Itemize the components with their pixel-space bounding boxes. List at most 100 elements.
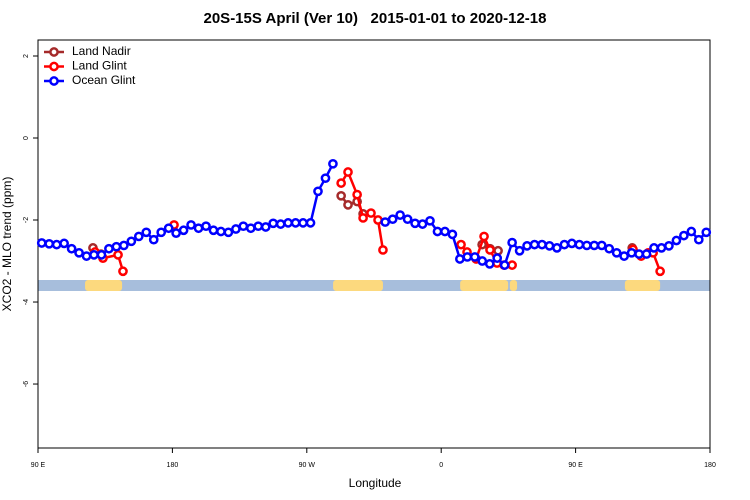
data-point	[456, 239, 466, 250]
data-point	[118, 266, 128, 277]
data-point	[260, 222, 271, 232]
x-axis-label: Longitude	[349, 476, 402, 490]
data-point	[238, 221, 249, 232]
x-tick-label: 180	[704, 462, 716, 469]
data-point	[425, 215, 435, 226]
data-point	[336, 190, 346, 201]
data-point	[567, 238, 577, 249]
data-point	[522, 240, 532, 251]
data-point	[126, 236, 137, 247]
x-tick-label: 180	[167, 462, 179, 469]
data-point	[74, 247, 84, 258]
data-point	[469, 252, 480, 262]
data-point	[245, 223, 256, 234]
data-point	[641, 249, 652, 259]
data-point	[59, 238, 69, 249]
legend-marker	[49, 76, 59, 86]
data-point	[44, 238, 55, 249]
data-point	[320, 173, 331, 184]
data-point	[447, 229, 458, 240]
data-point	[387, 214, 398, 225]
data-point	[343, 167, 353, 177]
land-range	[333, 280, 383, 291]
data-point	[493, 245, 503, 256]
legend-label: Land Glint	[72, 59, 127, 73]
legend-label: Land Nadir	[72, 44, 131, 58]
x-tick-label: 90 W	[299, 462, 316, 469]
data-point	[89, 250, 99, 260]
data-point	[619, 251, 629, 261]
data-point	[380, 217, 391, 227]
data-point	[253, 221, 264, 232]
data-point	[223, 227, 234, 238]
data-point	[358, 213, 368, 223]
data-point	[432, 226, 443, 237]
data-point	[507, 237, 517, 248]
y-tick-label: -6	[23, 381, 30, 387]
data-point	[655, 266, 665, 277]
data-point	[574, 239, 585, 250]
x-tick-label: 90 E	[568, 462, 583, 469]
data-point	[649, 243, 659, 253]
land-range	[509, 280, 518, 291]
data-point	[440, 226, 450, 237]
data-point	[679, 230, 689, 241]
data-point	[111, 241, 122, 252]
y-tick-label: -4	[23, 299, 30, 305]
data-point	[671, 235, 682, 246]
data-point	[352, 189, 362, 200]
data-point	[328, 158, 338, 169]
legend-marker	[49, 47, 59, 57]
y-tick-label: -2	[23, 217, 30, 223]
data-point	[113, 250, 123, 260]
data-point	[216, 226, 226, 237]
data-point	[208, 225, 219, 236]
land-range	[85, 280, 123, 291]
data-point	[544, 240, 555, 251]
data-point	[366, 208, 376, 218]
data-point	[305, 218, 316, 228]
data-point	[66, 243, 77, 254]
data-point	[455, 254, 465, 264]
data-point	[51, 239, 62, 250]
data-point	[402, 214, 413, 225]
y-axis-label: XCO2 - MLO trend (ppm)	[0, 177, 14, 312]
data-point	[596, 240, 607, 251]
data-point	[626, 247, 637, 258]
data-point	[133, 231, 144, 242]
data-point	[81, 251, 92, 261]
data-point	[664, 240, 674, 251]
x-tick-label: 0	[439, 462, 443, 469]
data-point	[104, 243, 114, 254]
data-point	[462, 252, 473, 262]
data-point	[484, 259, 495, 269]
chart-title: 20S-15S April (Ver 10) 2015-01-01 to 202…	[204, 10, 547, 27]
legend-label: Ocean Glint	[72, 73, 136, 87]
data-point	[378, 245, 388, 255]
land-range	[624, 280, 661, 291]
data-point	[581, 240, 592, 251]
data-point	[178, 225, 189, 236]
data-point	[507, 260, 517, 270]
data-point	[141, 227, 152, 238]
data-point	[186, 220, 196, 230]
y-tick-label: 0	[23, 136, 30, 140]
data-point	[201, 221, 211, 232]
data-point	[589, 240, 600, 251]
data-point	[559, 239, 570, 250]
data-point	[410, 218, 420, 229]
data-point	[336, 178, 346, 188]
data-point	[417, 219, 428, 229]
data-point	[171, 228, 181, 238]
data-point	[611, 247, 622, 258]
data-point	[499, 260, 510, 270]
data-point	[313, 186, 323, 197]
x-tick-label: 90 E	[31, 462, 46, 469]
data-point	[485, 245, 495, 255]
legend-marker	[49, 61, 59, 72]
data-point	[163, 223, 174, 234]
data-point	[395, 210, 405, 220]
data-point	[275, 219, 286, 229]
data-point	[479, 231, 489, 242]
data-point	[634, 249, 644, 259]
